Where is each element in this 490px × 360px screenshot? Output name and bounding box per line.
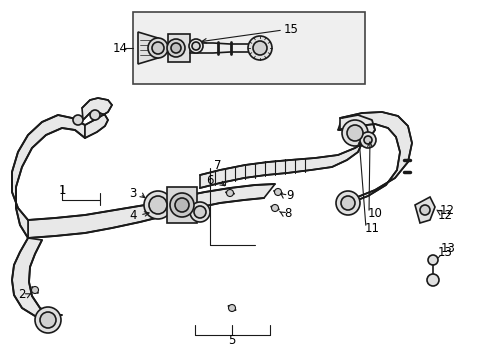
Circle shape [427, 274, 439, 286]
Bar [167, 187, 197, 223]
Text: 3: 3 [129, 186, 137, 199]
Text: 4: 4 [129, 208, 137, 221]
Circle shape [192, 42, 200, 50]
Polygon shape [340, 112, 412, 205]
Circle shape [35, 307, 61, 333]
Text: 12: 12 [438, 208, 452, 221]
Circle shape [228, 305, 236, 311]
Polygon shape [415, 197, 435, 223]
Text: 1: 1 [58, 184, 66, 197]
Text: 13: 13 [441, 242, 455, 255]
Text: 7: 7 [214, 158, 222, 171]
Bar [133, 12, 365, 84]
Circle shape [40, 312, 56, 328]
Circle shape [175, 198, 189, 212]
Circle shape [170, 193, 194, 217]
Text: 10: 10 [368, 207, 382, 220]
Circle shape [194, 206, 206, 218]
Circle shape [152, 42, 164, 54]
Circle shape [90, 110, 100, 120]
Circle shape [189, 39, 203, 53]
Circle shape [420, 205, 430, 215]
Circle shape [364, 136, 372, 144]
Circle shape [248, 36, 272, 60]
Circle shape [73, 115, 83, 125]
Text: 5: 5 [228, 333, 236, 346]
Circle shape [428, 255, 438, 265]
Text: 13: 13 [438, 247, 452, 260]
Polygon shape [82, 98, 112, 138]
Polygon shape [200, 115, 375, 188]
Polygon shape [28, 184, 275, 238]
Polygon shape [12, 238, 62, 318]
Text: 6: 6 [206, 174, 214, 186]
Text: 12: 12 [440, 203, 455, 216]
Circle shape [274, 189, 281, 195]
Text: 2: 2 [18, 288, 26, 302]
Circle shape [171, 43, 181, 53]
Circle shape [31, 287, 39, 293]
Circle shape [271, 204, 278, 212]
Circle shape [190, 202, 210, 222]
Circle shape [167, 39, 185, 57]
Circle shape [341, 196, 355, 210]
Circle shape [347, 125, 363, 141]
Text: 11: 11 [365, 221, 379, 234]
Text: 8: 8 [284, 207, 292, 220]
Text: 15: 15 [284, 23, 298, 36]
Circle shape [148, 38, 168, 58]
Circle shape [144, 191, 172, 219]
Circle shape [342, 120, 368, 146]
Circle shape [226, 189, 234, 197]
Bar [168, 34, 190, 62]
Text: 9: 9 [286, 189, 294, 202]
Circle shape [253, 41, 267, 55]
Polygon shape [138, 32, 158, 64]
Circle shape [149, 196, 167, 214]
Circle shape [336, 191, 360, 215]
Circle shape [360, 132, 376, 148]
Polygon shape [12, 115, 85, 238]
Text: 14: 14 [113, 41, 127, 54]
